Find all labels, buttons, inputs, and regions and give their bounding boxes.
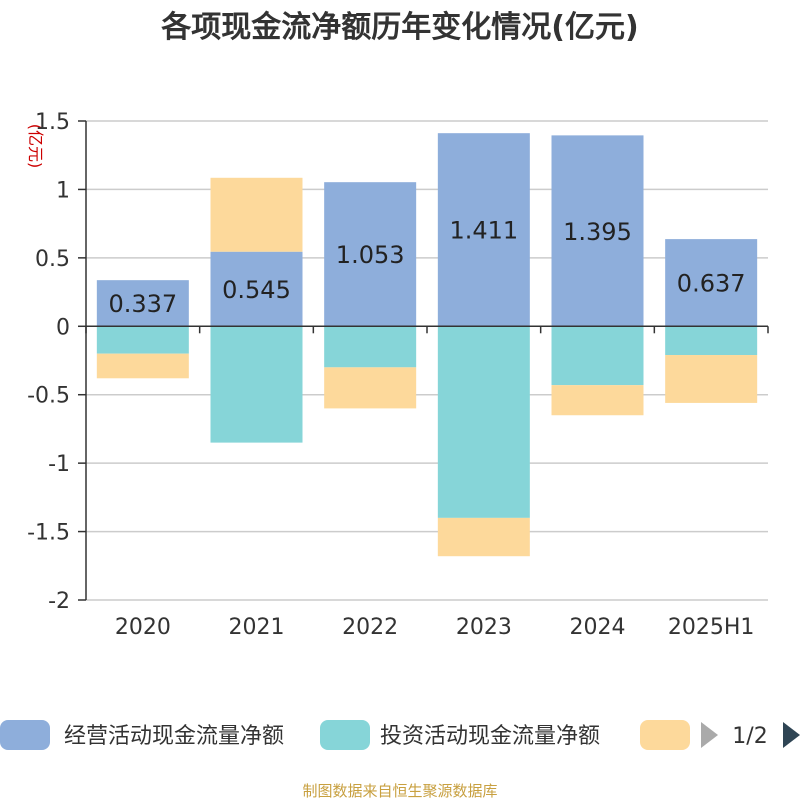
legend-swatch <box>640 720 690 750</box>
y-tick-label: 1.5 <box>35 110 70 135</box>
grid-lines <box>86 120 768 601</box>
x-tick-label: 2025H1 <box>668 615 755 640</box>
y-tick-label: 1 <box>56 178 70 203</box>
legend-prev-icon <box>701 722 718 748</box>
x-axis-ticks: 2020 2021 2022 2023 2024 2025H1 <box>85 326 769 640</box>
x-tick-label: 2021 <box>229 615 285 640</box>
bar-segment-2 <box>324 326 417 368</box>
bar-segment-3 <box>665 355 758 403</box>
data-label: 1.395 <box>563 218 632 246</box>
y-axis-unit-label: (亿元) <box>26 124 45 169</box>
bar-segment-2 <box>551 326 644 386</box>
y-axis-ticks: 1.5 1 0.5 0 -0.5 -1 -1.5 -2 <box>27 110 86 614</box>
bar-segment-1 <box>437 133 530 327</box>
bar-segment-1 <box>665 239 758 327</box>
x-tick-label: 2022 <box>342 615 398 640</box>
bar-segment-1 <box>96 280 189 327</box>
bar-segment-3 <box>437 517 530 557</box>
x-tick-label: 2024 <box>570 615 626 640</box>
bar-segment-1 <box>324 182 417 327</box>
data-label: 0.637 <box>677 270 746 298</box>
legend-next-icon <box>783 722 800 748</box>
legend-label: 投资活动现金流量净额 <box>380 724 600 749</box>
bar-segment-2 <box>665 326 758 356</box>
bar-segment-3 <box>210 177 303 252</box>
bar-segment-2 <box>96 326 189 354</box>
bar-segment-2 <box>437 326 530 518</box>
bar-segment-1 <box>551 135 644 327</box>
x-tick-label: 2020 <box>115 615 171 640</box>
y-tick-label: -1 <box>48 452 70 477</box>
data-label: 0.337 <box>108 290 177 318</box>
data-label: 1.411 <box>449 217 518 245</box>
legend-swatch <box>320 720 370 750</box>
chart-title: 各项现金流净额历年变化情况(亿元) <box>160 10 638 45</box>
bar-segment-3 <box>96 353 189 379</box>
x-tick-label: 2023 <box>456 615 512 640</box>
legend-swatch <box>0 720 50 750</box>
data-label: 0.545 <box>222 276 291 304</box>
legend-label: 经营活动现金流量净额 <box>64 724 284 749</box>
bar-segment-2 <box>210 326 303 443</box>
bar-segment-3 <box>551 385 644 416</box>
legend: 经营活动现金流量净额 投资活动现金流量净额 1/2 <box>0 720 800 750</box>
bar-segment-1 <box>210 251 303 327</box>
y-tick-label: -0.5 <box>27 384 70 409</box>
legend-page-indicator: 1/2 <box>732 724 767 749</box>
data-labels: 0.337 0.545 1.053 1.411 1.395 0.637 <box>108 217 745 318</box>
data-label: 1.053 <box>336 241 405 269</box>
y-tick-label: -1.5 <box>27 521 70 546</box>
y-tick-label: -2 <box>48 589 70 614</box>
source-note: 制图数据来自恒生聚源数据库 <box>302 782 497 800</box>
bar-series <box>96 133 758 557</box>
y-tick-label: 0 <box>56 315 70 340</box>
y-tick-label: 0.5 <box>35 247 70 272</box>
bar-segment-3 <box>324 367 417 409</box>
